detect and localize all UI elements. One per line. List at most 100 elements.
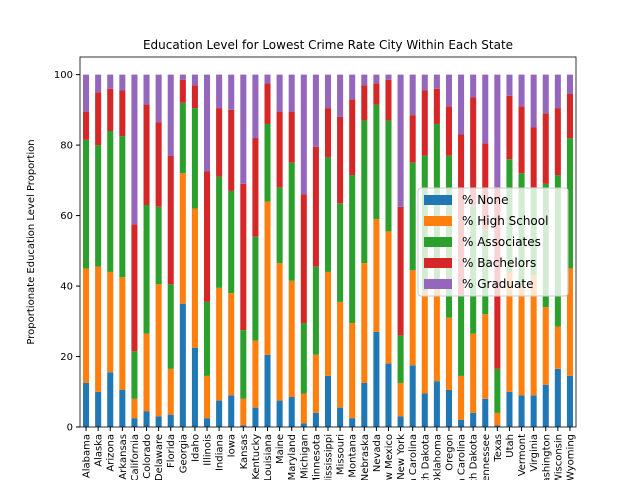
bar-segment	[107, 271, 114, 373]
x-tick-label: Indiana	[215, 434, 226, 471]
bar-segment	[518, 106, 525, 174]
bar-segment	[95, 92, 102, 146]
x-tick-label: Delaware	[154, 434, 165, 480]
bar-segment	[216, 108, 223, 177]
x-tick-label: South Dakota	[469, 434, 480, 480]
bar-segment	[252, 236, 259, 341]
bar-segment	[337, 407, 344, 427]
bar-segment	[228, 190, 235, 294]
bar-segment	[179, 102, 186, 174]
bar-segment	[530, 395, 537, 427]
bar-segment	[566, 375, 573, 427]
bar-segment	[300, 423, 307, 427]
x-tick-label: Georgia	[178, 434, 189, 473]
bar-segment	[83, 139, 90, 269]
bar-segment	[409, 162, 416, 271]
bar-segment	[191, 347, 198, 427]
y-tick-label: 40	[60, 282, 73, 293]
bar-segment	[361, 74, 368, 86]
bar-segment	[397, 382, 404, 417]
bar-segment	[312, 74, 319, 147]
bar-segment	[228, 293, 235, 396]
x-tick-label: Oregon	[444, 434, 455, 471]
bar-segment	[83, 111, 90, 140]
bar-segment	[373, 83, 380, 105]
x-tick-label: Kansas	[239, 434, 250, 469]
bar-segment	[518, 74, 525, 107]
x-tick-label: Illinois	[203, 434, 214, 466]
y-tick-label: 0	[67, 423, 73, 434]
x-tick-label: Colorado	[142, 434, 153, 479]
bar-segment	[240, 425, 247, 427]
x-tick-label: Mississippi	[324, 434, 335, 480]
bar-segment	[252, 138, 259, 237]
bar-segment	[445, 317, 452, 390]
bar-segment	[554, 108, 561, 176]
bar-segment	[361, 120, 368, 264]
bar-segment	[470, 333, 477, 413]
bar-segment	[470, 74, 477, 98]
bar-segment	[107, 372, 114, 427]
bar-segment	[373, 331, 380, 427]
x-tick-label: Virginia	[529, 434, 540, 472]
bar-segment	[167, 368, 174, 415]
bar-segment	[385, 120, 392, 232]
bar-segment	[324, 108, 332, 158]
bar-segment	[482, 143, 489, 230]
bar-segment	[95, 266, 102, 392]
bar-segment	[264, 74, 271, 84]
y-axis-label: Proportionate Education Level Proportion	[26, 139, 37, 344]
bar-segment	[240, 398, 247, 426]
bar-segment	[458, 74, 465, 135]
bar-segment	[204, 171, 211, 302]
x-tick-label: Idaho	[190, 434, 201, 462]
y-tick-label: 80	[60, 141, 73, 152]
bar-segment	[494, 425, 501, 427]
bar-segment	[216, 74, 223, 109]
x-tick-label: Louisiana	[263, 434, 274, 480]
x-tick-label: Michigan	[299, 434, 310, 479]
x-tick-label: Maine	[275, 434, 286, 464]
bar-segment	[131, 351, 138, 399]
bar-segment	[433, 381, 440, 427]
bar-segment	[191, 208, 198, 348]
bar-segment	[421, 74, 428, 91]
bar-segment	[373, 219, 380, 332]
bar-segment	[373, 74, 380, 84]
bar-segment	[276, 263, 283, 401]
bar-segment	[566, 94, 573, 139]
bar-segment	[433, 74, 440, 89]
bar-segment	[264, 83, 271, 124]
legend-swatch	[424, 237, 452, 247]
bar-segment	[264, 354, 271, 427]
bar-segment	[143, 104, 150, 205]
bar-segment	[312, 412, 319, 427]
bar-segment	[349, 418, 356, 427]
legend-swatch	[424, 279, 452, 289]
bar-segment	[349, 74, 356, 100]
bar-segment	[385, 231, 392, 364]
bar-segment	[107, 74, 114, 89]
x-tick-label: Alaska	[94, 434, 105, 467]
x-tick-label: Kentucky	[251, 434, 262, 480]
bar-segment	[312, 146, 319, 267]
bar-segment	[530, 127, 537, 188]
bar-segment	[409, 270, 416, 366]
x-tick-label: Texas	[493, 434, 504, 463]
bar-segment	[566, 268, 573, 376]
bar-segment	[216, 176, 223, 288]
bar-segment	[155, 74, 162, 123]
x-tick-label: Wyoming	[565, 434, 576, 480]
legend-swatch	[424, 258, 452, 268]
bar-segment	[542, 384, 549, 427]
bar-segment	[506, 95, 513, 160]
bar-segment	[252, 340, 259, 408]
x-tick-label: South Carolina	[457, 434, 468, 480]
bar-segment	[494, 74, 501, 188]
bar-segment	[276, 187, 283, 264]
bar-segment	[95, 74, 102, 93]
bar-segment	[566, 138, 573, 269]
bar-segment	[324, 74, 332, 109]
bar-segment	[179, 79, 186, 103]
bar-segment	[361, 382, 368, 427]
